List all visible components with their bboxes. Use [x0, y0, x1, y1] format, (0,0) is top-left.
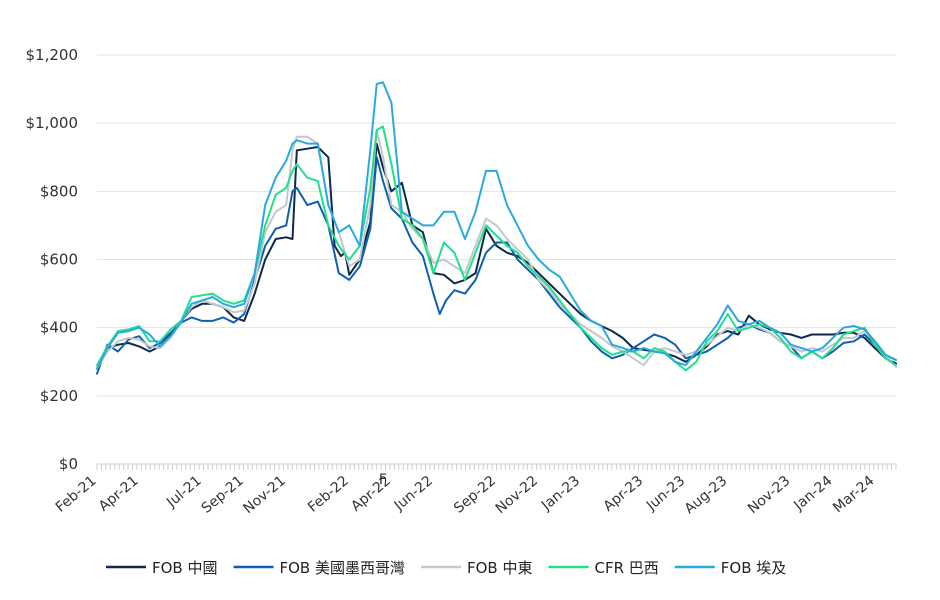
series-line [96, 129, 897, 370]
x-tick-label: Nov-21 [240, 473, 288, 517]
legend-label: CFR 巴西 [595, 559, 659, 577]
stray-mark: F [379, 472, 387, 488]
x-tick-label: Sep-22 [451, 473, 499, 517]
x-tick-label: Apr-23 [601, 473, 647, 515]
x-tick-label: Apr-21 [96, 473, 142, 515]
y-tick-label: $0 [59, 455, 78, 473]
y-tick-label: $800 [40, 182, 78, 200]
legend-label: FOB 美國墨西哥灣 [280, 559, 406, 577]
x-tick-label: Nov-22 [493, 473, 541, 517]
series-line [96, 156, 897, 375]
x-tick-label: Sep-21 [199, 473, 247, 517]
legend-label: FOB 埃及 [721, 559, 787, 577]
y-tick-label: $1,200 [26, 46, 79, 64]
y-tick-label: $1,000 [26, 114, 79, 132]
series-line [96, 81, 897, 370]
legend-label: FOB 中東 [467, 559, 533, 577]
x-tick-label: Aug-23 [682, 473, 731, 518]
legend: FOB 中國 FOB 美國墨西哥灣 FOB 中東 CFR 巴西 FOB 埃及 [106, 559, 786, 577]
x-tick-label: Jun-23 [643, 473, 688, 515]
series-lines [96, 81, 897, 375]
legend-label: FOB 中國 [152, 559, 218, 577]
y-tick-label: $600 [40, 251, 78, 269]
x-tick-label: Feb-21 [53, 473, 100, 516]
x-tick-label: Feb-22 [305, 473, 352, 516]
y-axis-ticks: $0 $200 $400 $600 $800 $1,000 $1,200 [26, 46, 79, 473]
x-tick-label: Jan-24 [790, 473, 835, 515]
y-tick-label: $400 [40, 319, 78, 337]
x-tick-label: Apr-22 [348, 473, 394, 515]
x-tick-label: Nov-23 [745, 473, 793, 517]
series-line [96, 125, 897, 372]
y-tick-label: $200 [40, 387, 78, 405]
x-tick-label: Mar-24 [830, 473, 877, 516]
x-tick-label: Jun-22 [391, 473, 436, 515]
x-tick-label: Jan-23 [538, 473, 583, 514]
gridlines [97, 54, 896, 397]
